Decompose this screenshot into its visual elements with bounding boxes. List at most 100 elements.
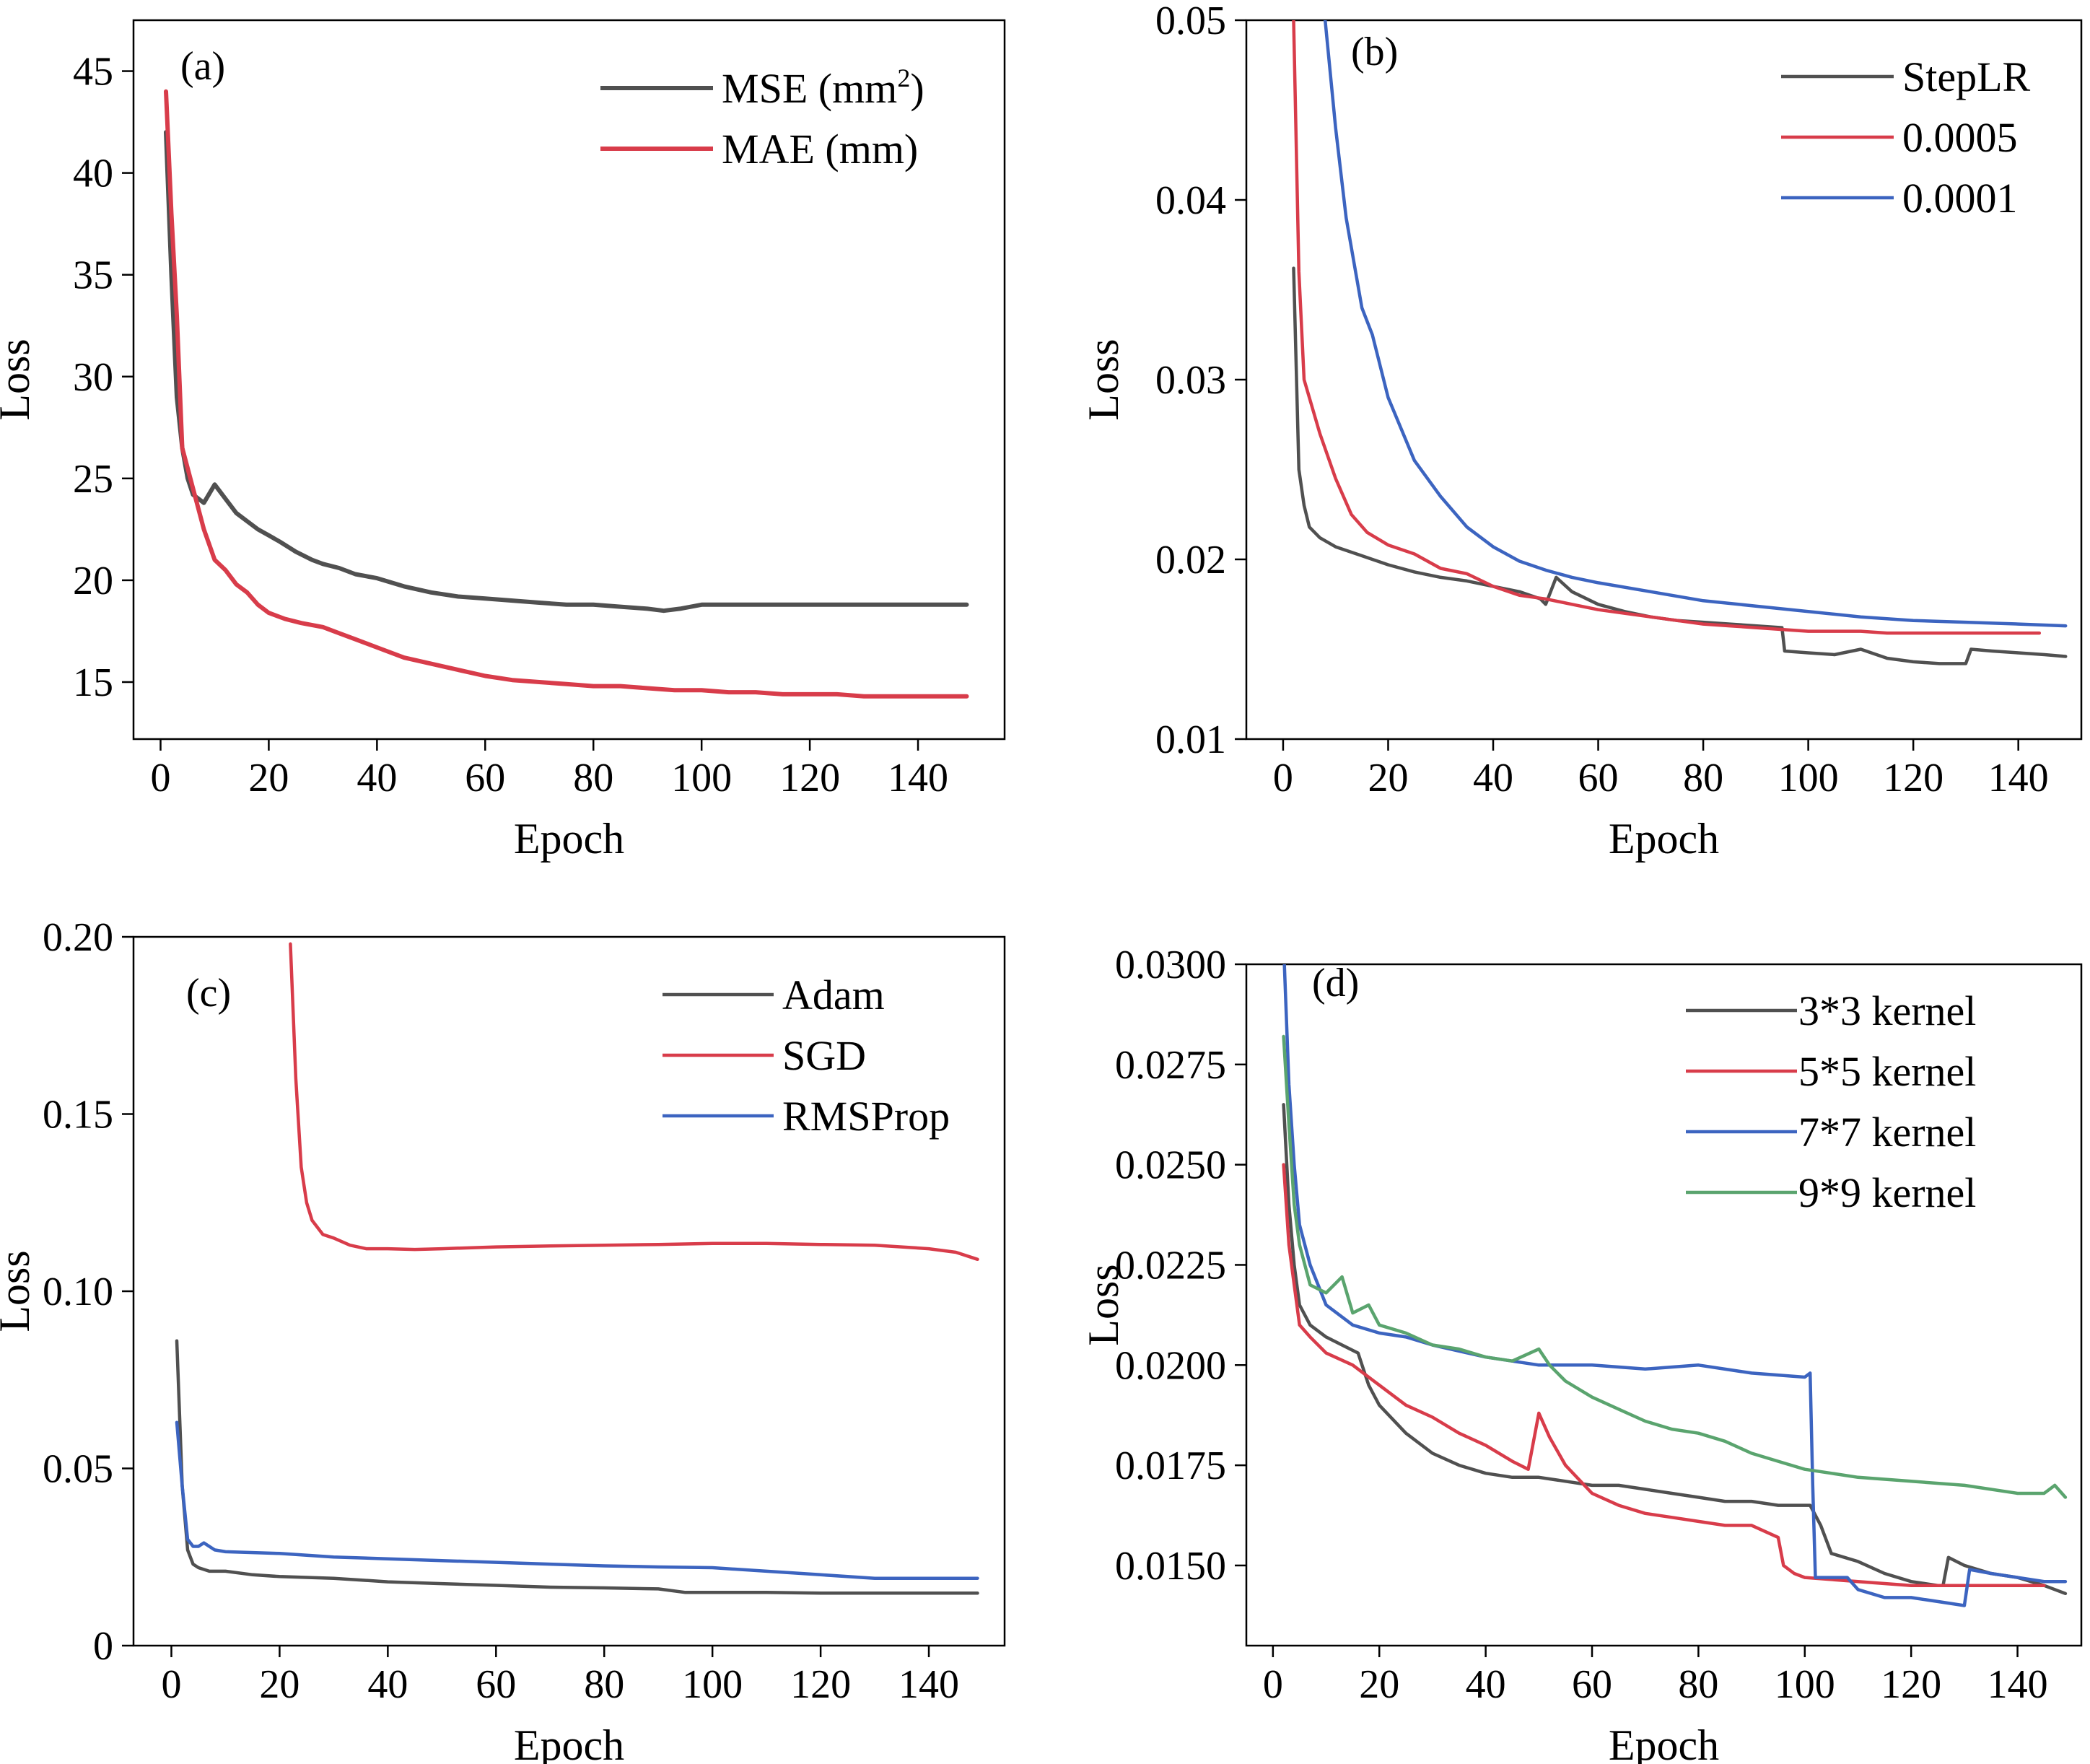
y-tick-label: 0.0175 bbox=[1115, 1444, 1226, 1488]
y-tick-label: 0.0275 bbox=[1115, 1043, 1226, 1088]
legend: 3*3 kernel 5*5 kernel 7*7 kernel 9*9 kernel bbox=[1686, 987, 1976, 1216]
plot-frame bbox=[132, 935, 1006, 1647]
legend-label: 5*5 kernel bbox=[1798, 1048, 1976, 1095]
x-tick-label: 40 bbox=[357, 756, 397, 800]
plot-frame bbox=[132, 19, 1006, 741]
x-tick-label: 40 bbox=[367, 1662, 408, 1707]
x-tick-label: 60 bbox=[1572, 1662, 1612, 1707]
y-tick-label: 0.03 bbox=[1155, 358, 1226, 403]
y-tick-label: 20 bbox=[73, 559, 113, 603]
x-tick-label: 60 bbox=[1578, 756, 1619, 800]
series-line-2 bbox=[1282, 1163, 2046, 1587]
y-tick-label: 0.0300 bbox=[1115, 943, 1226, 987]
y-axis-label: Loss bbox=[0, 339, 38, 420]
x-tick-label: 0 bbox=[150, 756, 170, 800]
y-tick-label: 0.0225 bbox=[1115, 1243, 1226, 1288]
x-tick-label: 100 bbox=[1775, 1662, 1835, 1707]
x-tick-label: 140 bbox=[898, 1662, 959, 1707]
series-line-4 bbox=[1282, 1034, 2068, 1499]
chart-panel-3: 0 20 40 60 80 100 120 140 0 0.05 0.10 0.15 0.20 Epoch… bbox=[0, 915, 1006, 1764]
x-tick-label: 100 bbox=[1778, 756, 1839, 800]
series-line-3 bbox=[1282, 964, 2068, 1607]
x-tick-label: 20 bbox=[248, 756, 289, 800]
series-line-1 bbox=[175, 1339, 979, 1595]
y-tick-label: 15 bbox=[73, 660, 113, 705]
x-axis-label: Epoch bbox=[1609, 1721, 1719, 1764]
series-line-3 bbox=[1323, 20, 2068, 628]
legend: MSE (mm2) MAE (mm) bbox=[600, 64, 924, 173]
x-tick-label: 120 bbox=[1883, 756, 1943, 800]
legend: Adam SGD RMSProp bbox=[663, 971, 950, 1140]
x-tick-label: 0 bbox=[1273, 756, 1293, 800]
y-tick-label: 0.15 bbox=[43, 1093, 113, 1138]
legend-label: SGD bbox=[782, 1032, 866, 1079]
chart-panel-4: 0 20 40 60 80 100 120 140 0.0150 0.0175 0.0200 0.02… bbox=[1080, 943, 2083, 1764]
y-tick-label: 0.20 bbox=[43, 915, 113, 960]
x-axis-label: Epoch bbox=[514, 815, 624, 863]
series-line-2 bbox=[289, 942, 979, 1262]
y-tick-label: 0.04 bbox=[1155, 178, 1226, 223]
x-axis-label: Epoch bbox=[1609, 815, 1719, 863]
x-axis-label: Epoch bbox=[514, 1721, 624, 1764]
panel-label: (a) bbox=[180, 44, 225, 89]
y-axis-label: Loss bbox=[1080, 339, 1127, 420]
x-tick-label: 140 bbox=[1988, 1662, 2048, 1707]
x-tick-label: 20 bbox=[1368, 756, 1408, 800]
y-tick-label: 0.05 bbox=[43, 1447, 113, 1492]
series-line-1 bbox=[1292, 266, 2068, 665]
y-tick-label: 45 bbox=[73, 50, 113, 95]
x-tick-label: 80 bbox=[573, 756, 613, 800]
legend: StepLR 0.0005 0.0001 bbox=[1781, 53, 2031, 222]
x-tick-label: 60 bbox=[465, 756, 505, 800]
panel-label: (d) bbox=[1312, 961, 1359, 1005]
y-tick-label: 0.10 bbox=[43, 1270, 113, 1314]
y-tick-label: 0.0250 bbox=[1115, 1143, 1226, 1188]
y-tick-label: 0.0150 bbox=[1115, 1544, 1226, 1589]
legend-label: RMSProp bbox=[782, 1093, 950, 1140]
legend-label: StepLR bbox=[1902, 53, 2031, 100]
chart-panel-2: 0 20 40 60 80 100 120 140 0.01 0.02 0.03 0.04 0.05 Ep… bbox=[1080, 0, 2083, 863]
x-tick-label: 60 bbox=[476, 1662, 516, 1707]
x-tick-label: 0 bbox=[161, 1662, 181, 1707]
y-tick-label: 0 bbox=[93, 1624, 113, 1669]
y-axis-label: Loss bbox=[0, 1250, 38, 1332]
legend-label: MAE (mm) bbox=[722, 126, 918, 173]
x-tick-label: 140 bbox=[1988, 756, 2049, 800]
legend-label: 0.0005 bbox=[1902, 114, 2018, 161]
series-line-2 bbox=[1292, 20, 2042, 635]
y-tick-label: 30 bbox=[73, 355, 113, 400]
series-line-3 bbox=[175, 1420, 979, 1580]
y-tick-label: 0.01 bbox=[1155, 717, 1226, 762]
x-tick-label: 80 bbox=[1678, 1662, 1718, 1707]
plot-frame bbox=[1245, 963, 2083, 1647]
x-tick-label: 80 bbox=[584, 1662, 624, 1707]
y-tick-label: 25 bbox=[73, 457, 113, 502]
legend-label: 7*7 kernel bbox=[1798, 1109, 1976, 1156]
series-line-1 bbox=[164, 130, 969, 614]
chart-panel-1: 0 20 40 60 80 100 120 140 15 20 25 30 35 40 45 Epoch Los… bbox=[0, 19, 1006, 863]
x-tick-label: 120 bbox=[790, 1662, 851, 1707]
x-tick-label: 20 bbox=[1359, 1662, 1399, 1707]
x-tick-label: 120 bbox=[1881, 1662, 1941, 1707]
x-tick-label: 20 bbox=[259, 1662, 299, 1707]
x-tick-label: 80 bbox=[1683, 756, 1723, 800]
x-tick-label: 40 bbox=[1473, 756, 1513, 800]
x-tick-label: 40 bbox=[1466, 1662, 1506, 1707]
panel-label: (b) bbox=[1351, 30, 1398, 74]
x-tick-label: 140 bbox=[888, 756, 948, 800]
legend-label: MSE (mm2) bbox=[722, 64, 924, 112]
x-tick-label: 120 bbox=[779, 756, 840, 800]
legend-label: 3*3 kernel bbox=[1798, 987, 1976, 1034]
y-tick-label: 40 bbox=[73, 152, 113, 196]
panel-label: (c) bbox=[186, 971, 231, 1016]
x-tick-label: 100 bbox=[682, 1662, 743, 1707]
y-tick-label: 35 bbox=[73, 253, 113, 298]
legend-label: Adam bbox=[782, 971, 885, 1018]
series-line-2 bbox=[164, 89, 969, 699]
legend-label: 0.0001 bbox=[1902, 175, 2018, 222]
y-tick-label: 0.02 bbox=[1155, 538, 1226, 582]
legend-label: 9*9 kernel bbox=[1798, 1169, 1976, 1216]
y-axis-label: Loss bbox=[1080, 1264, 1127, 1345]
x-tick-label: 100 bbox=[671, 756, 732, 800]
